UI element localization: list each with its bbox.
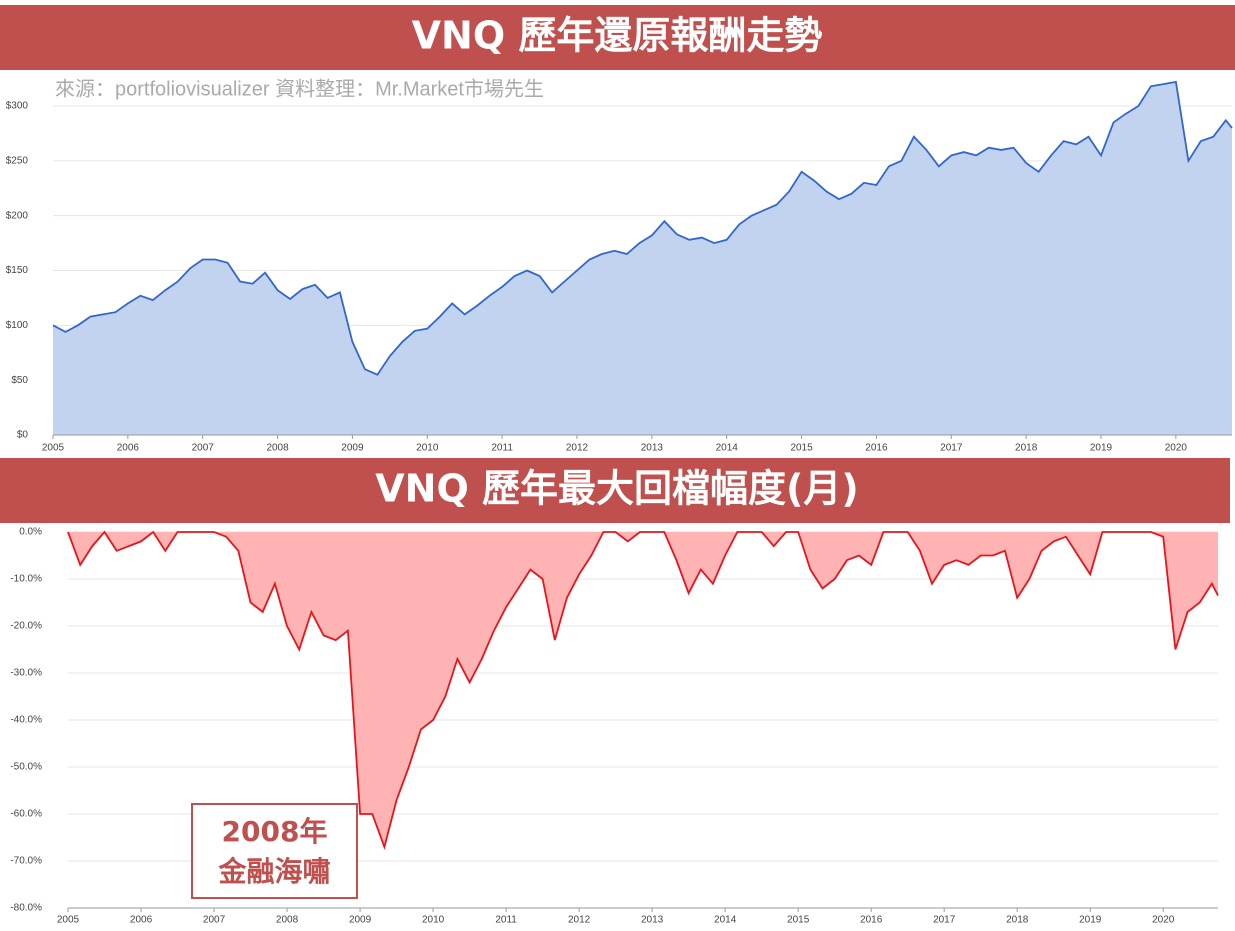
- area: [53, 81, 1232, 436]
- y-tick-label: $50: [11, 375, 28, 386]
- annotation: 2008年: [222, 815, 328, 848]
- x-tick-label: 2011: [495, 915, 517, 926]
- x-tick-label: 2009: [349, 915, 372, 926]
- line: [67, 530, 1219, 850]
- y-tick-label: $150: [6, 265, 29, 276]
- x-tick-label: 2012: [568, 915, 591, 926]
- x-tick-label: 2018: [1006, 915, 1029, 926]
- x-tick-label: 2008: [276, 915, 299, 926]
- y-tick-label: -40.0%: [10, 715, 42, 726]
- x-tick-label: 2016: [860, 915, 883, 926]
- x-tick-label: 2018: [1015, 443, 1038, 454]
- x-tick-label: 2009: [341, 443, 364, 454]
- x-tick-label: 2013: [641, 915, 664, 926]
- y-tick-label: -10.0%: [10, 574, 42, 585]
- y-tick-label: -50.0%: [10, 762, 42, 773]
- x-tick-label: 2007: [192, 443, 215, 454]
- title-bar: [0, 458, 1230, 523]
- x-tick-label: 2015: [790, 443, 813, 454]
- x-tick-label: 2010: [422, 915, 445, 926]
- y-tick-label: -30.0%: [10, 668, 42, 679]
- line: [52, 80, 1233, 376]
- title-bar: [0, 5, 1235, 70]
- x-tick-label: 2006: [117, 443, 140, 454]
- x-tick-label: 2010: [416, 443, 439, 454]
- y-tick-label: $100: [6, 320, 29, 331]
- subtitle: 來源：portfoliovisualizer 資料整理：Mr.Market市場先…: [55, 77, 544, 100]
- x-tick-label: 2013: [641, 443, 664, 454]
- x-tick-label: 2014: [714, 915, 737, 926]
- chart-title: VNQ 歷年還原報酬走勢: [412, 14, 823, 58]
- annotation-box: [191, 803, 358, 899]
- y-tick-label: -80.0%: [10, 903, 42, 914]
- y-tick-label: 0.0%: [19, 527, 42, 538]
- annotation: 金融海嘯: [217, 855, 330, 888]
- x-tick-label: 2014: [716, 443, 739, 454]
- x-tick-label: 2019: [1079, 915, 1102, 926]
- x-tick-label: 2017: [940, 443, 963, 454]
- x-tick-label: 2011: [491, 443, 513, 454]
- x-tick-label: 2016: [865, 443, 888, 454]
- x-tick-label: 2005: [57, 915, 80, 926]
- x-tick-label: 2007: [203, 915, 226, 926]
- x-tick-label: 2012: [566, 443, 589, 454]
- x-tick-label: 2015: [787, 915, 810, 926]
- y-tick-label: $0: [17, 430, 29, 441]
- x-tick-label: 2020: [1165, 443, 1188, 454]
- x-tick-label: 2017: [933, 915, 956, 926]
- x-tick-label: 2020: [1152, 915, 1175, 926]
- y-tick-label: $300: [6, 101, 29, 112]
- chart-title: VNQ 歷年最大回檔幅度(月): [375, 467, 858, 511]
- x-tick-label: 2008: [266, 443, 289, 454]
- x-tick-label: 2006: [130, 915, 153, 926]
- x-tick-label: 2019: [1090, 443, 1113, 454]
- y-tick-label: $200: [6, 210, 29, 221]
- x-tick-label: 2005: [42, 443, 65, 454]
- y-tick-label: -70.0%: [10, 856, 42, 867]
- y-tick-label: -20.0%: [10, 621, 42, 632]
- area: [68, 532, 1218, 847]
- y-tick-label: -60.0%: [10, 809, 42, 820]
- y-tick-label: $250: [6, 155, 29, 166]
